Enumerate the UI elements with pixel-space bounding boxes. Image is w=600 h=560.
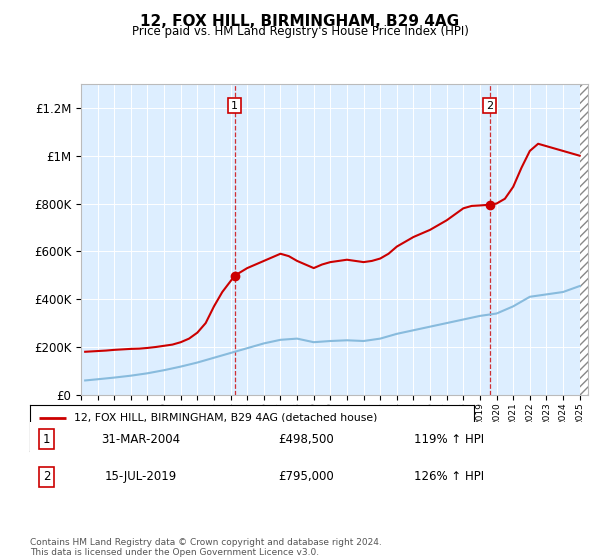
Bar (580, 84, 588, 395)
Text: HPI: Average price, detached house, Birmingham: HPI: Average price, detached house, Birm… (74, 434, 343, 444)
Text: Price paid vs. HM Land Registry's House Price Index (HPI): Price paid vs. HM Land Registry's House … (131, 25, 469, 38)
Text: 12, FOX HILL, BIRMINGHAM, B29 4AG: 12, FOX HILL, BIRMINGHAM, B29 4AG (140, 14, 460, 29)
Text: 1: 1 (43, 432, 50, 446)
Text: 126% ↑ HPI: 126% ↑ HPI (415, 470, 485, 483)
Text: 12, FOX HILL, BIRMINGHAM, B29 4AG (detached house): 12, FOX HILL, BIRMINGHAM, B29 4AG (detac… (74, 413, 378, 423)
Text: £795,000: £795,000 (278, 470, 334, 483)
Text: 2: 2 (486, 100, 493, 110)
Text: £498,500: £498,500 (278, 432, 334, 446)
Text: 1: 1 (231, 100, 238, 110)
Text: 119% ↑ HPI: 119% ↑ HPI (415, 432, 485, 446)
Text: 31-MAR-2004: 31-MAR-2004 (101, 432, 180, 446)
Text: 15-JUL-2019: 15-JUL-2019 (104, 470, 176, 483)
Text: Contains HM Land Registry data © Crown copyright and database right 2024.
This d: Contains HM Land Registry data © Crown c… (30, 538, 382, 557)
Text: 2: 2 (43, 470, 50, 483)
